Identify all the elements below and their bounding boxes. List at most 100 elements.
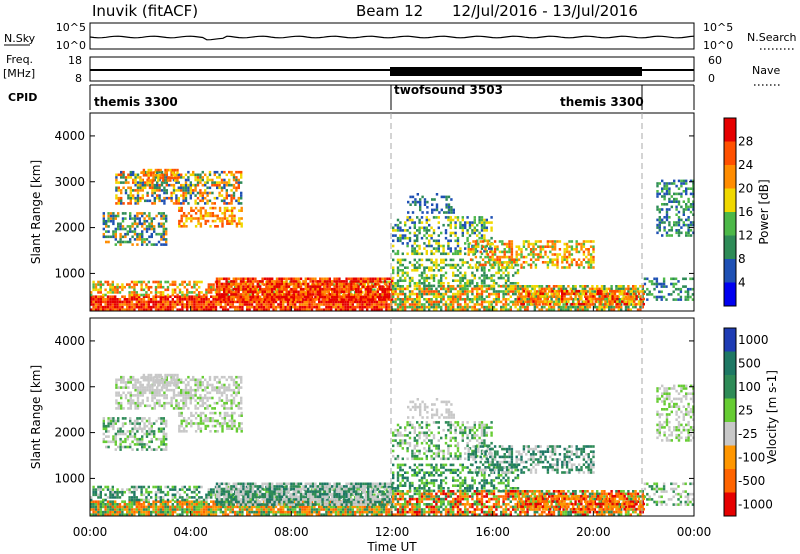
power-cell (488, 247, 491, 250)
power-cell (127, 196, 130, 200)
power-cell (326, 282, 329, 286)
power-cell (411, 276, 414, 280)
power-cell (227, 290, 231, 294)
power-cell (164, 280, 167, 284)
power-cell (624, 305, 628, 309)
power-cell (552, 295, 556, 298)
power-cell (311, 282, 315, 286)
power-cell (478, 298, 481, 301)
power-cell (237, 196, 240, 200)
power-cell (426, 206, 429, 209)
power-cell (370, 283, 374, 286)
power-cell (297, 298, 300, 301)
power-cell (500, 308, 503, 311)
power-cell (418, 229, 421, 232)
power-cell (581, 287, 584, 291)
power-cell (396, 305, 400, 309)
velocity-cell (190, 505, 194, 509)
power-cell (442, 303, 445, 306)
power-cell (92, 283, 95, 286)
power-cell (616, 297, 619, 301)
power-cell (561, 295, 564, 298)
power-cell (586, 295, 589, 298)
power-cell (445, 198, 448, 201)
power-cell (226, 209, 229, 212)
power-cell (117, 181, 120, 184)
power-cell (634, 287, 637, 291)
power-cell (546, 261, 550, 264)
velocity-cell (133, 510, 136, 514)
power-cell (670, 205, 673, 209)
power-cell (440, 284, 443, 288)
power-cell (162, 308, 165, 311)
power-cell (379, 280, 382, 283)
power-cell (338, 287, 341, 291)
power-cell (544, 245, 547, 248)
power-cell (321, 293, 324, 296)
power-cell (449, 300, 452, 304)
power-cell (135, 293, 138, 297)
power-cell (133, 283, 136, 286)
power-cell (238, 209, 241, 212)
power-cell (296, 308, 299, 311)
power-cell (294, 305, 297, 309)
power-cell (411, 221, 414, 224)
power-cell (450, 208, 453, 212)
power-cell (513, 258, 516, 261)
power-cell (485, 229, 488, 232)
power-cell (243, 280, 246, 284)
power-cell (468, 282, 472, 285)
power-cell (347, 295, 351, 299)
power-cell (485, 249, 488, 253)
power-cell (339, 308, 342, 311)
power-cell (116, 305, 119, 309)
power-cell (416, 300, 419, 304)
power-cell (591, 285, 594, 288)
velocity-cell (190, 513, 194, 516)
power-cell (687, 218, 690, 222)
power-cell (582, 292, 585, 296)
power-cell (347, 285, 351, 288)
power-cell (172, 189, 176, 192)
power-cell (658, 295, 661, 299)
power-cell (404, 295, 407, 298)
power-cell (166, 285, 170, 289)
velocity-cell (157, 513, 160, 516)
power-cell (208, 173, 212, 177)
power-cell (440, 298, 443, 301)
power-cell (230, 222, 234, 225)
power-cell (624, 308, 628, 311)
power-cell (663, 187, 666, 190)
power-cell (219, 305, 222, 309)
power-cell (237, 282, 240, 286)
power-cell (230, 282, 233, 286)
power-cell (232, 178, 236, 182)
power-cell (430, 305, 433, 309)
power-cell (534, 266, 538, 269)
power-cell (184, 173, 188, 177)
power-cell (212, 303, 215, 306)
power-cell (153, 191, 156, 195)
power-cell (222, 305, 225, 309)
power-cell (592, 245, 595, 248)
power-cell (600, 300, 604, 304)
power-cell (514, 290, 517, 293)
power-cell (568, 263, 571, 267)
power-cell (145, 285, 148, 289)
power-cell (193, 295, 196, 298)
power-cell (128, 303, 131, 306)
colorbar-swatch (724, 235, 736, 259)
velocity-cell (104, 503, 107, 506)
power-cell (624, 300, 628, 304)
power-cell (505, 261, 509, 264)
power-cell (605, 287, 608, 291)
velocity-cell (202, 513, 206, 516)
power-cell (411, 290, 414, 293)
power-cell (600, 308, 604, 311)
power-cell (685, 223, 688, 227)
power-cell (235, 293, 238, 296)
power-cell (476, 287, 479, 291)
power-cell (428, 284, 431, 288)
power-cell (235, 280, 238, 283)
colorbar-swatch (724, 118, 736, 142)
